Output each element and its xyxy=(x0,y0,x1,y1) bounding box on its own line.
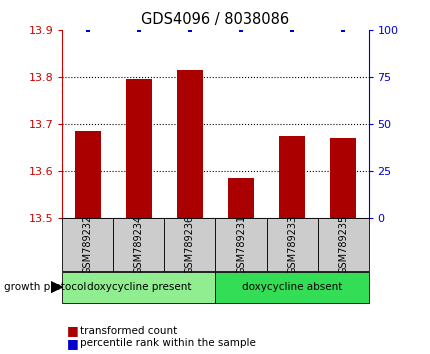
Text: GSM789232: GSM789232 xyxy=(83,215,93,274)
Text: GSM789236: GSM789236 xyxy=(184,215,194,274)
Text: GSM789234: GSM789234 xyxy=(134,215,144,274)
Bar xyxy=(215,272,368,303)
Text: ■: ■ xyxy=(67,325,78,337)
Bar xyxy=(329,138,355,218)
Polygon shape xyxy=(51,282,62,292)
Text: transformed count: transformed count xyxy=(80,326,177,336)
Bar xyxy=(317,218,368,271)
Bar xyxy=(62,272,215,303)
Bar xyxy=(177,70,202,218)
Text: doxycycline absent: doxycycline absent xyxy=(241,282,341,292)
Text: GSM789231: GSM789231 xyxy=(236,215,246,274)
Bar xyxy=(215,218,266,271)
Bar xyxy=(62,218,113,271)
Text: doxycycline present: doxycycline present xyxy=(86,282,191,292)
Bar xyxy=(126,79,151,218)
Text: GDS4096 / 8038086: GDS4096 / 8038086 xyxy=(141,12,289,27)
Bar xyxy=(266,218,317,271)
Bar xyxy=(279,136,304,218)
Text: GSM789235: GSM789235 xyxy=(337,215,347,274)
Text: growth protocol: growth protocol xyxy=(4,282,86,292)
Bar xyxy=(228,178,253,218)
Bar xyxy=(75,131,101,218)
Bar xyxy=(113,218,164,271)
Text: GSM789233: GSM789233 xyxy=(286,215,296,274)
Text: ■: ■ xyxy=(67,337,78,350)
Text: percentile rank within the sample: percentile rank within the sample xyxy=(80,338,255,348)
Bar xyxy=(164,218,215,271)
